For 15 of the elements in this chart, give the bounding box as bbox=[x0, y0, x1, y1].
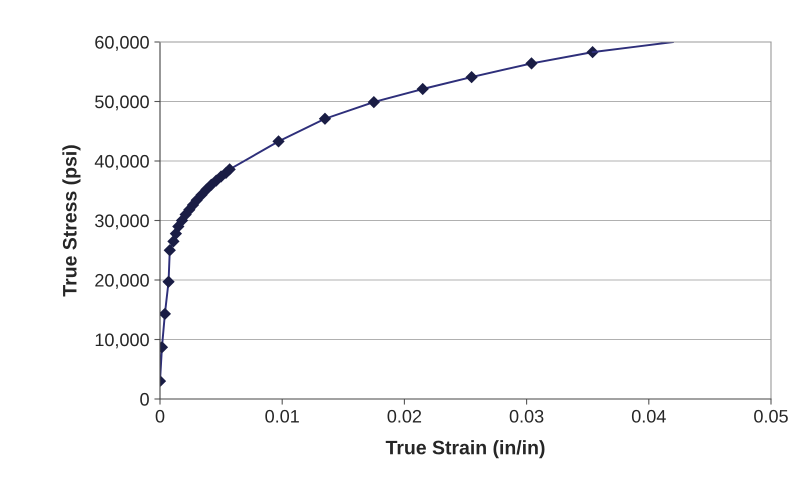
y-tick-label: 0 bbox=[140, 392, 149, 406]
x-tick-label: 0.04 bbox=[632, 410, 666, 423]
y-tick-label: 30,000 bbox=[95, 214, 149, 230]
y-tick-label: 60,000 bbox=[95, 36, 149, 51]
x-axis-title: True Strain (in/in) bbox=[386, 440, 544, 458]
y-tick-label: 50,000 bbox=[95, 95, 149, 110]
x-tick-label: 0.03 bbox=[510, 410, 544, 423]
y-axis-title: True Stress (psi) bbox=[62, 145, 80, 296]
x-tick-label: 0 bbox=[156, 410, 164, 423]
y-tick-label: 40,000 bbox=[94, 154, 149, 170]
x-tick-label: 0.02 bbox=[388, 410, 422, 423]
y-tick-label: 10,000 bbox=[96, 333, 149, 348]
x-tick-label: 0.05 bbox=[754, 410, 788, 423]
x-tick-label: 0.01 bbox=[265, 410, 299, 423]
y-tick-label: 20,000 bbox=[95, 274, 149, 289]
